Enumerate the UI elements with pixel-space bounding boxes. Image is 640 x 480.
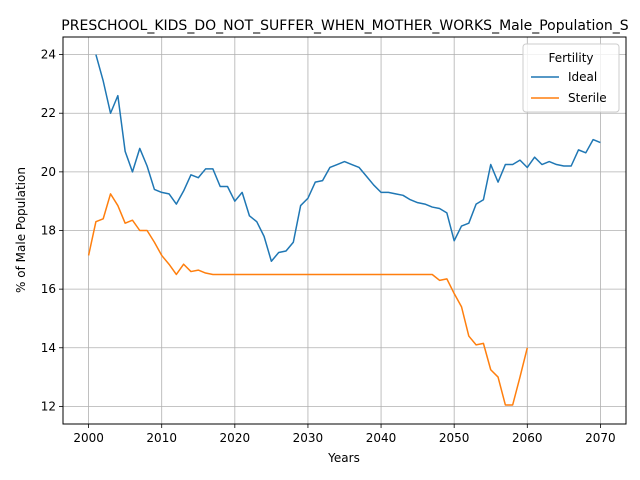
y-tick-label: 24 xyxy=(41,48,56,62)
y-tick-label: 18 xyxy=(41,224,56,238)
y-tick-label: 20 xyxy=(41,165,56,179)
legend-label-sterile: Sterile xyxy=(568,91,607,105)
x-tick-label: 2020 xyxy=(220,431,251,445)
x-tick-label: 2050 xyxy=(439,431,470,445)
legend-label-ideal: Ideal xyxy=(568,70,597,84)
x-axis-label: Years xyxy=(327,451,360,465)
y-axis-label: % of Male Population xyxy=(14,167,28,293)
x-tick-label: 2040 xyxy=(366,431,397,445)
legend: Fertility Ideal Sterile xyxy=(522,43,620,113)
y-tick-label: 16 xyxy=(41,282,56,296)
x-tick-label: 2030 xyxy=(293,431,324,445)
x-tick-label: 2060 xyxy=(512,431,543,445)
x-tick-label: 2010 xyxy=(146,431,177,445)
grid-lines xyxy=(63,37,626,424)
legend-title: Fertility xyxy=(548,51,593,65)
y-tick-label: 12 xyxy=(41,399,56,413)
x-tick-label: 2000 xyxy=(73,431,104,445)
series-line-sterile xyxy=(87,193,529,406)
y-tick-label: 14 xyxy=(41,341,56,355)
y-axis: 12 14 16 18 20 22 24 xyxy=(41,48,63,413)
legend-box xyxy=(522,43,620,113)
x-tick-label: 2070 xyxy=(585,431,616,445)
x-axis: 2000 2010 2020 2030 2040 2050 2060 2070 xyxy=(73,424,616,445)
chart-title: PRESCHOOL_KIDS_DO_NOT_SUFFER_WHEN_MOTHER… xyxy=(61,18,628,34)
series-layer xyxy=(87,54,601,406)
series-line-ideal xyxy=(95,54,601,263)
y-tick-label: 22 xyxy=(41,106,56,120)
